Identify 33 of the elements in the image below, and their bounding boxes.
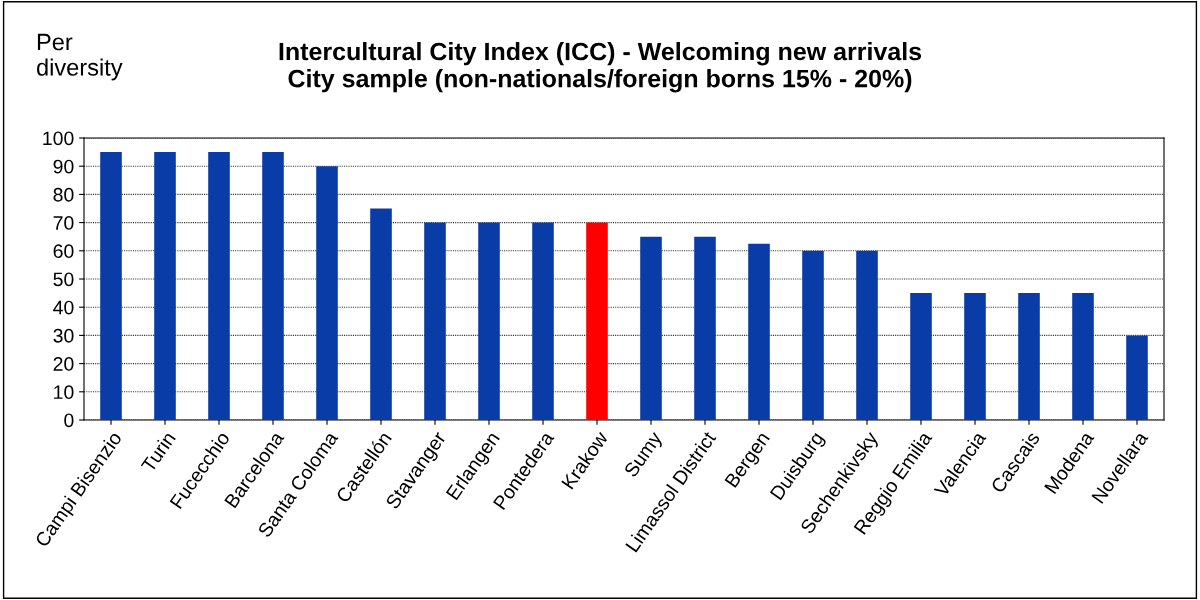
y-axis-title: Per diversity	[36, 33, 123, 81]
bar	[316, 166, 338, 420]
bar	[640, 236, 662, 420]
bar	[856, 250, 878, 420]
bar	[748, 243, 770, 420]
bar	[424, 222, 446, 420]
bar	[532, 222, 554, 420]
bar	[208, 152, 230, 420]
bar	[262, 152, 284, 420]
bar	[910, 293, 932, 420]
y-tick-label: 0	[64, 413, 74, 428]
bar	[1072, 293, 1094, 420]
bar	[370, 208, 392, 420]
y-tick-label: 40	[53, 300, 74, 315]
y-tick-label: 60	[53, 244, 74, 259]
bar	[154, 152, 176, 420]
y-tick-label: 90	[53, 159, 74, 174]
y-tick-label: 30	[53, 328, 74, 343]
y-tick-label: 10	[54, 385, 74, 400]
bar	[964, 293, 986, 420]
bar	[100, 152, 122, 420]
y-tick-label: 70	[53, 216, 74, 230]
bar	[478, 222, 500, 420]
y-tick-label: 80	[53, 187, 74, 202]
y-tick-label: 100	[43, 131, 74, 146]
bar	[694, 236, 716, 420]
bar	[802, 250, 824, 420]
y-tick-label: 20	[53, 357, 74, 371]
bar	[586, 222, 608, 420]
bar	[1126, 335, 1148, 420]
bar	[1018, 293, 1040, 420]
y-tick-label: 50	[53, 272, 74, 287]
chart-title: Intercultural City Index (ICC) - Welcoming new arrivals City sample (non-nationals/foreign borns 15% - 20%)	[279, 42, 922, 93]
